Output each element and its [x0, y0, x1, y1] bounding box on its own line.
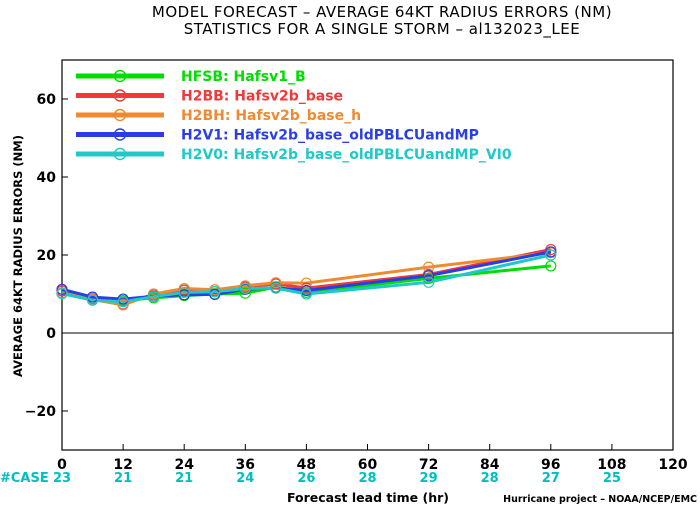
legend-marker-4 — [113, 147, 127, 161]
series-3-point-0 — [56, 283, 68, 295]
case-count-24: 21 — [175, 471, 193, 486]
series-4-point-18 — [148, 291, 160, 303]
series-2-point-12 — [117, 299, 129, 311]
legend-label-4: H2V0: Hafsv2b_base_oldPBLCUandMP_VI0 — [181, 147, 512, 163]
case-count-12: 21 — [114, 471, 132, 486]
case-count-72: 29 — [420, 471, 438, 486]
case-count-108: 25 — [603, 471, 621, 486]
x-tick-label-24: 24 — [174, 457, 194, 473]
x-tick-label-48: 48 — [297, 457, 316, 473]
y-tick-label-40: 40 — [37, 170, 57, 186]
chart-subtitle: STATISTICS FOR A SINGLE STORM – al132023… — [184, 20, 580, 39]
case-count-48: 26 — [297, 471, 315, 486]
series-3-point-12 — [117, 293, 129, 305]
series-4-point-96 — [545, 249, 557, 261]
chart-title: MODEL FORECAST – AVERAGE 64KT RADIUS ERR… — [152, 3, 612, 21]
y-tick-label-0: 0 — [46, 326, 56, 342]
case-count-36: 24 — [236, 471, 254, 486]
series-3-point-72 — [423, 270, 435, 282]
x-tick-label-96: 96 — [541, 457, 560, 473]
series-2-point-72 — [423, 261, 435, 273]
y-axis-label: AVERAGE 64KT RADIUS ERRORS (NM) — [11, 135, 25, 377]
series-3-point-6 — [86, 291, 99, 303]
legend-label-2: H2BH: Hafsv2b_base_h — [181, 108, 361, 124]
case-count-84: 28 — [481, 471, 499, 486]
series-4-point-12 — [117, 296, 129, 308]
legend-marker-0 — [113, 69, 127, 83]
series-4-point-42 — [270, 282, 282, 294]
series-4-point-24 — [178, 286, 190, 299]
case-label: #CASE — [0, 471, 49, 486]
series-4-point-0 — [56, 288, 68, 300]
legend-label-1: H2BB: Hafsv2b_base — [181, 89, 343, 105]
series-2-point-24 — [178, 282, 190, 295]
x-tick-label-0: 0 — [57, 457, 67, 473]
series-4-point-30 — [209, 286, 221, 298]
x-tick-label-72: 72 — [419, 457, 438, 473]
legend-label-0: HFSB: Hafsv1_B — [181, 69, 306, 85]
plot-frame — [61, 59, 674, 451]
legend-marker-2 — [113, 108, 127, 122]
x-axis-label: Forecast lead time (hr) — [287, 490, 449, 505]
x-tick-label-84: 84 — [480, 457, 500, 473]
y-tick-label-60: 60 — [37, 92, 57, 108]
y-tick-label--20: −20 — [25, 404, 56, 420]
x-tick-label-60: 60 — [358, 457, 378, 473]
legend-marker-1 — [113, 89, 127, 102]
x-tick-label-12: 12 — [113, 457, 132, 473]
series-2-point-48 — [300, 277, 312, 289]
series-3-point-48 — [300, 284, 312, 297]
series-3-point-96 — [545, 246, 557, 258]
legend-marker-3 — [113, 128, 127, 141]
y-tick-label-20: 20 — [37, 248, 57, 264]
series-4-point-36 — [239, 282, 251, 295]
series-0-point-96 — [545, 260, 557, 272]
x-tick-label-108: 108 — [597, 457, 626, 473]
series-0-point-72 — [423, 272, 435, 284]
case-count-60: 28 — [358, 471, 376, 486]
x-tick-label-36: 36 — [236, 457, 255, 473]
series-4-point-48 — [300, 288, 312, 300]
series-4-point-72 — [423, 276, 435, 288]
series-2-point-42 — [270, 277, 282, 289]
case-count-96: 27 — [542, 471, 560, 486]
legend-label-3: H2V1: Hafsv2b_base_oldPBLCUandMP — [181, 128, 479, 144]
series-3-point-30 — [209, 288, 221, 300]
series-0-point-36 — [239, 287, 251, 299]
case-count-0: 23 — [53, 471, 71, 486]
series-line-4 — [61, 253, 552, 304]
series-2-point-36 — [239, 280, 251, 292]
series-4-point-6 — [86, 294, 99, 306]
credit-text: Hurricane project – NOAA/NCEP/EMC — [503, 494, 697, 505]
x-tick-label-120: 120 — [658, 457, 687, 473]
